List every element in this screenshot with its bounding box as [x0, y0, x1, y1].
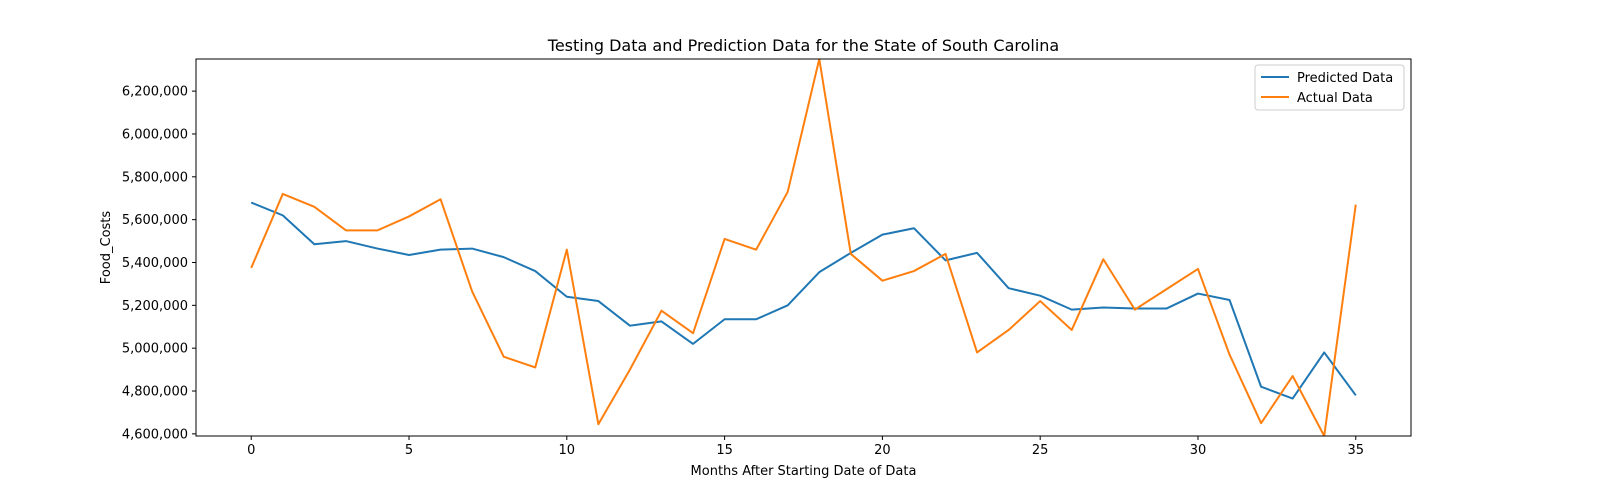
y-tick-label: 5,800,000	[122, 170, 188, 185]
x-axis-label: Months After Starting Date of Data	[691, 464, 917, 479]
x-tick-label: 5	[405, 443, 413, 458]
x-tick-label: 20	[874, 443, 891, 458]
y-tick-label: 4,600,000	[122, 427, 188, 442]
series-layer	[250, 59, 1357, 436]
legend-label-predicted: Predicted Data	[1297, 71, 1393, 86]
y-tick-label: 5,200,000	[122, 299, 188, 314]
y-tick-label: 4,800,000	[122, 385, 188, 400]
series-line-predicted	[250, 201, 1357, 400]
y-tick-label: 5,000,000	[122, 342, 188, 357]
x-tick-label: 0	[247, 443, 255, 458]
y-axis: 4,600,000 4,800,000 5,000,000 5,200,000 5,40…	[122, 85, 196, 442]
y-tick-label: 5,600,000	[122, 213, 188, 228]
y-tick-label: 5,400,000	[122, 256, 188, 271]
x-tick-label: 25	[1032, 443, 1049, 458]
x-tick-label: 30	[1190, 443, 1207, 458]
chart-title: Testing Data and Prediction Data for the…	[547, 36, 1059, 55]
x-axis: 0 5 10 15 20 25 30 35	[247, 436, 1364, 458]
legend-label-actual: Actual Data	[1297, 91, 1373, 106]
y-axis-label: Food_Costs	[99, 211, 114, 285]
x-tick-label: 10	[559, 443, 576, 458]
legend-box	[1254, 64, 1405, 111]
series-line-actual	[250, 59, 1357, 436]
plot-frame	[195, 58, 1412, 437]
y-tick-label: 6,000,000	[122, 127, 188, 142]
x-tick-label: 35	[1347, 443, 1364, 458]
legend: Predicted Data Actual Data	[1254, 64, 1405, 111]
x-tick-label: 15	[716, 443, 733, 458]
y-tick-label: 6,200,000	[122, 85, 188, 100]
